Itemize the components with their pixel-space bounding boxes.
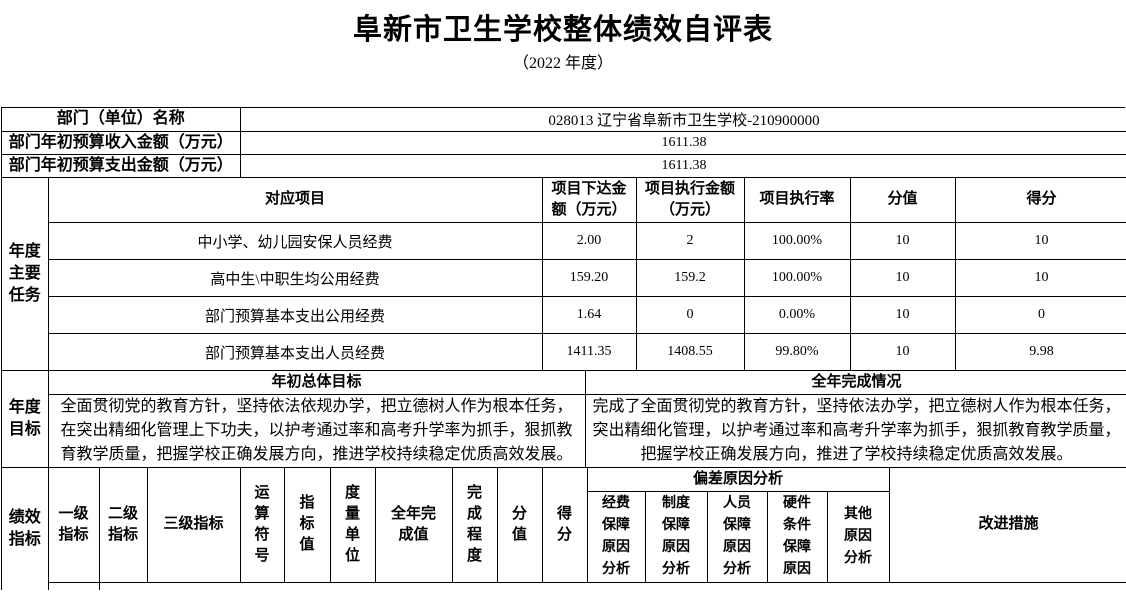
indicators-header-row: 绩效 指标 一级 指标 二级 指标 三级指标 运 算 符 号 指 标 值 度 量… bbox=[2, 467, 1126, 590]
deviation-subheader-row: 经费 保障 原因 分析 制度 保障 原因 分析 人员 保障 原因 分析 硬件 条… bbox=[2, 491, 1126, 583]
task-issued-cell: 1411.35 bbox=[542, 333, 637, 371]
header-personnel-cause: 人员 保障 原因 分析 bbox=[707, 491, 768, 583]
table-row: 部门（单位）名称 028013 辽宁省阜新市卫生学校-210900000 bbox=[2, 108, 1126, 132]
document-page: 阜新市卫生学校整体绩效自评表 （2022 年度） 部门（单位）名称 028013… bbox=[0, 13, 1126, 590]
header-operator: 运 算 符 号 bbox=[240, 467, 285, 583]
task-executed-cell: 1408.55 bbox=[636, 333, 745, 371]
task-score-value-cell: 10 bbox=[850, 296, 956, 334]
task-rate-cell: 100.00% bbox=[744, 222, 851, 260]
cutoff-row bbox=[2, 582, 1126, 590]
budget-income-value: 1611.38 bbox=[240, 131, 1126, 155]
annual-tasks-table: 年度 主要 任务 对应项目 项目下达金 额（万元） 项目执行金额 （万元） 项目… bbox=[2, 177, 1126, 371]
header-level2-indicator: 二级 指标 bbox=[99, 467, 148, 583]
budget-income-label: 部门年初预算收入金额（万元） bbox=[2, 131, 241, 155]
task-project-cell: 高中生\中职生均公用经费 bbox=[48, 259, 543, 297]
task-issued-cell: 159.20 bbox=[542, 259, 637, 297]
budget-expense-value: 1611.38 bbox=[240, 154, 1126, 178]
header-completion-degree: 完 成 程 度 bbox=[452, 467, 498, 583]
header-deviation-analysis: 偏差原因分析 bbox=[587, 467, 890, 492]
cutoff-cell bbox=[99, 583, 1126, 590]
task-score-cell: 10 bbox=[955, 222, 1126, 260]
table-row: 部门预算基本支出公用经费 1.64 0 0.00% 10 0 bbox=[2, 296, 1126, 334]
table-row: 高中生\中职生均公用经费 159.20 159.2 100.00% 10 10 bbox=[2, 259, 1126, 297]
task-project-cell: 部门预算基本支出公用经费 bbox=[48, 296, 543, 334]
task-issued-cell: 2.00 bbox=[542, 222, 637, 260]
header-funding-cause: 经费 保障 原因 分析 bbox=[587, 491, 646, 583]
table-row: 部门年初预算支出金额（万元） 1611.38 bbox=[2, 154, 1126, 178]
task-executed-cell: 0 bbox=[636, 296, 745, 334]
header-target-value: 指 标 值 bbox=[284, 467, 331, 583]
header-measure-unit: 度 量 单 位 bbox=[330, 467, 376, 583]
page-title: 阜新市卫生学校整体绩效自评表 bbox=[352, 14, 773, 46]
completion-status-text: 完成了全面贯彻党的教育方针，坚持依法办学，把立德树人作为根本任务，突出精细化管理… bbox=[585, 394, 1126, 468]
header-other-cause: 其他 原因 分析 bbox=[827, 491, 890, 583]
task-score-cell: 10 bbox=[955, 259, 1126, 297]
task-executed-cell: 159.2 bbox=[636, 259, 745, 297]
header-project: 对应项目 bbox=[48, 177, 543, 223]
task-rate-cell: 100.00% bbox=[744, 259, 851, 297]
header-score-value: 分值 bbox=[850, 177, 956, 223]
cutoff-cell bbox=[48, 582, 100, 590]
task-issued-cell: 1.64 bbox=[542, 296, 637, 334]
page-subtitle: （2022 年度） bbox=[512, 55, 613, 72]
header-indicator-score: 得 分 bbox=[542, 467, 588, 583]
header-completion-status: 全年完成情况 bbox=[585, 371, 1126, 395]
indicators-section-label: 绩效 指标 bbox=[2, 467, 49, 590]
table-row: 部门年初预算收入金额（万元） 1611.38 bbox=[2, 131, 1126, 155]
header-execution-rate: 项目执行率 bbox=[744, 177, 851, 223]
performance-indicators-table: 绩效 指标 一级 指标 二级 指标 三级指标 运 算 符 号 指 标 值 度 量… bbox=[2, 467, 1126, 590]
tasks-section-label: 年度 主要 任务 bbox=[2, 177, 49, 371]
evaluation-table: 部门（单位）名称 028013 辽宁省阜新市卫生学校-210900000 部门年… bbox=[1, 107, 1126, 590]
goals-text-row: 全面贯彻党的教育方针，坚持依法依规办学，把立德树人作为根本任务，在突出精细化管理… bbox=[2, 394, 1126, 468]
dept-name-value: 028013 辽宁省阜新市卫生学校-210900000 bbox=[240, 108, 1126, 132]
tasks-header-row: 年度 主要 任务 对应项目 项目下达金 额（万元） 项目执行金额 （万元） 项目… bbox=[2, 177, 1126, 371]
goals-header-row: 年度 目标 年初总体目标 全年完成情况 bbox=[2, 371, 1126, 468]
table-row: 中小学、幼儿园安保人员经费 2.00 2 100.00% 10 10 bbox=[2, 222, 1126, 260]
header-issued-amount: 项目下达金 额（万元） bbox=[542, 177, 637, 223]
header-annual-completion: 全年完 成值 bbox=[375, 467, 453, 583]
header-executed-amount: 项目执行金额 （万元） bbox=[636, 177, 745, 223]
goals-section-label: 年度 目标 bbox=[2, 371, 49, 468]
header-level1-indicator: 一级 指标 bbox=[48, 467, 100, 583]
header-hardware-cause: 硬件 条件 保障 原因 bbox=[767, 491, 828, 583]
table-row: 部门预算基本支出人员经费 1411.35 1408.55 99.80% 10 9… bbox=[2, 333, 1126, 371]
task-score-value-cell: 10 bbox=[850, 259, 956, 297]
header-score: 得分 bbox=[955, 177, 1126, 223]
initial-goal-text: 全面贯彻党的教育方针，坚持依法依规办学，把立德树人作为根本任务，在突出精细化管理… bbox=[48, 394, 586, 468]
task-score-value-cell: 10 bbox=[850, 333, 956, 371]
budget-expense-label: 部门年初预算支出金额（万元） bbox=[2, 154, 241, 178]
header-initial-goal: 年初总体目标 bbox=[48, 371, 586, 395]
task-score-cell: 9.98 bbox=[955, 333, 1126, 371]
task-executed-cell: 2 bbox=[636, 222, 745, 260]
basic-info-table: 部门（单位）名称 028013 辽宁省阜新市卫生学校-210900000 部门年… bbox=[2, 108, 1126, 178]
header-indicator-score-value: 分 值 bbox=[497, 467, 543, 583]
header-system-cause: 制度 保障 原因 分析 bbox=[645, 491, 708, 583]
task-score-value-cell: 10 bbox=[850, 222, 956, 260]
header-improvement-measures: 改进措施 bbox=[889, 467, 1126, 583]
task-score-cell: 0 bbox=[955, 296, 1126, 334]
task-rate-cell: 0.00% bbox=[744, 296, 851, 334]
header-level3-indicator: 三级指标 bbox=[147, 467, 241, 583]
annual-goals-table: 年度 目标 年初总体目标 全年完成情况 全面贯彻党的教育方针，坚持依法依规办学，… bbox=[2, 371, 1126, 468]
task-rate-cell: 99.80% bbox=[744, 333, 851, 371]
task-project-cell: 中小学、幼儿园安保人员经费 bbox=[48, 222, 543, 260]
task-project-cell: 部门预算基本支出人员经费 bbox=[48, 333, 543, 371]
dept-name-label: 部门（单位）名称 bbox=[2, 108, 241, 132]
